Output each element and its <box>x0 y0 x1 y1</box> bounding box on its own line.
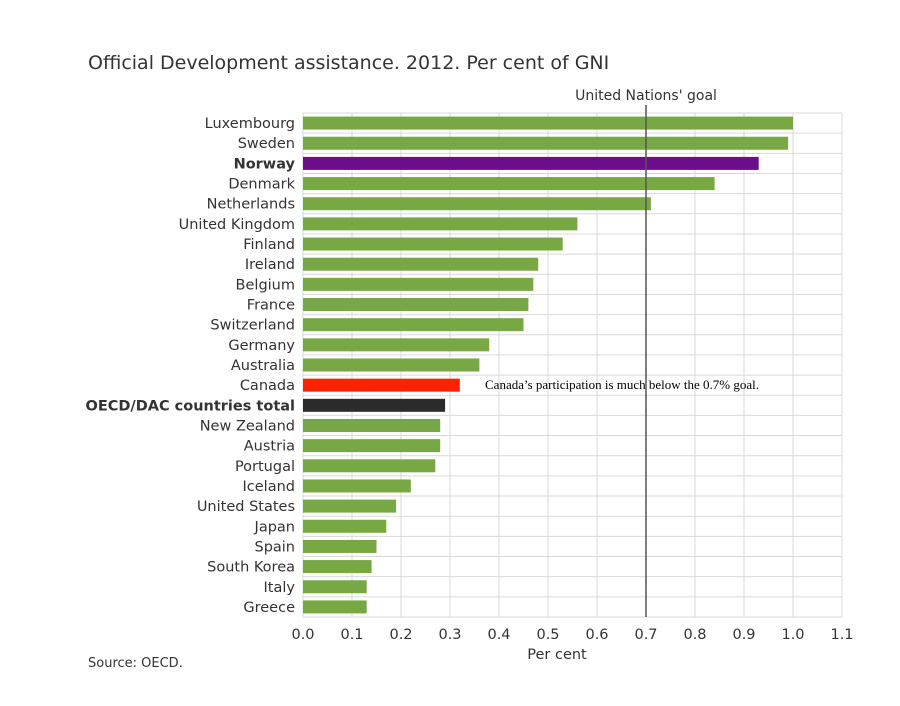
x-tick-label-0-6: 0.6 <box>585 627 608 643</box>
un-goal-label: United Nations' goal <box>575 88 717 104</box>
category-label-belgium: Belgium <box>236 277 295 293</box>
bar-united-states <box>303 499 397 513</box>
bar-spain <box>303 539 377 553</box>
bar-new-zealand <box>303 418 441 432</box>
category-label-austria: Austria <box>244 439 295 455</box>
category-label-canada: Canada <box>240 378 295 394</box>
category-labels: Luxembourg Sweden Norway Denmark Netherlands… <box>86 116 296 616</box>
category-label-spain: Spain <box>254 539 295 555</box>
category-label-italy: Italy <box>264 580 296 596</box>
category-label-finland: Finland <box>243 237 295 253</box>
x-tick-label-0-9: 0.9 <box>732 627 755 643</box>
bar-united-kingdom <box>303 217 578 231</box>
category-label-oecd-dac-countries-total: OECD/DAC countries total <box>86 398 296 414</box>
canada-annotation: Canada’s participation is much below the… <box>485 377 759 392</box>
x-tick-labels: 0.0 0.1 0.2 0.3 0.4 0.5 0.6 0.7 0.8 0.9 1.0 1.1 <box>291 627 853 643</box>
bar-ireland <box>303 257 539 271</box>
bar-luxembourg <box>303 116 793 130</box>
bar-germany <box>303 338 490 352</box>
bar-belgium <box>303 277 534 291</box>
bars <box>303 116 793 614</box>
bar-greece <box>303 600 367 614</box>
x-tick-label-1-0: 1.0 <box>781 627 804 643</box>
category-label-japan: Japan <box>254 519 295 535</box>
x-tick-label-0-1: 0.1 <box>340 627 363 643</box>
source-note: Source: OECD. <box>88 656 183 671</box>
x-tick-label-0-5: 0.5 <box>536 627 559 643</box>
bar-switzerland <box>303 318 524 332</box>
category-label-greece: Greece <box>243 600 295 616</box>
x-axis-title: Per cent <box>527 647 587 663</box>
bar-austria <box>303 439 441 453</box>
x-tick-label-0-4: 0.4 <box>487 627 510 643</box>
bar-finland <box>303 237 563 251</box>
bar-australia <box>303 358 480 372</box>
bar-canada <box>303 378 460 392</box>
bar-south-korea <box>303 560 372 574</box>
category-label-new-zealand: New Zealand <box>200 418 295 434</box>
bar-france <box>303 298 529 312</box>
category-label-united-kingdom: United Kingdom <box>179 217 295 233</box>
category-label-germany: Germany <box>228 338 295 354</box>
category-label-united-states: United States <box>197 499 295 515</box>
category-label-australia: Australia <box>231 358 295 374</box>
grid-lines <box>302 112 843 618</box>
chart-title: Official Development assistance. 2012. P… <box>88 52 609 74</box>
bar-portugal <box>303 459 436 473</box>
bar-sweden <box>303 136 789 150</box>
x-tick-label-0-2: 0.2 <box>389 627 412 643</box>
category-label-south-korea: South Korea <box>207 560 295 576</box>
x-tick-label-1-1: 1.1 <box>830 627 853 643</box>
category-label-luxembourg: Luxembourg <box>205 116 295 132</box>
bar-japan <box>303 519 387 533</box>
category-label-norway: Norway <box>234 156 296 172</box>
category-label-sweden: Sweden <box>238 136 295 152</box>
category-label-denmark: Denmark <box>228 177 295 193</box>
bar-iceland <box>303 479 411 493</box>
category-label-iceland: Iceland <box>243 479 295 495</box>
bar-denmark <box>303 177 715 191</box>
x-tick-label-0-7: 0.7 <box>634 627 657 643</box>
x-tick-label-0-0: 0.0 <box>291 627 314 643</box>
bar-netherlands <box>303 197 651 211</box>
category-label-netherlands: Netherlands <box>207 197 295 213</box>
category-label-france: France <box>247 298 295 314</box>
bar-oecd-dac-countries-total <box>303 398 446 412</box>
bar-norway <box>303 156 759 170</box>
category-label-portugal: Portugal <box>235 459 295 475</box>
x-tick-label-0-3: 0.3 <box>438 627 461 643</box>
bar-italy <box>303 580 367 594</box>
x-tick-label-0-8: 0.8 <box>683 627 706 643</box>
category-label-ireland: Ireland <box>245 257 295 273</box>
category-label-switzerland: Switzerland <box>210 318 295 334</box>
